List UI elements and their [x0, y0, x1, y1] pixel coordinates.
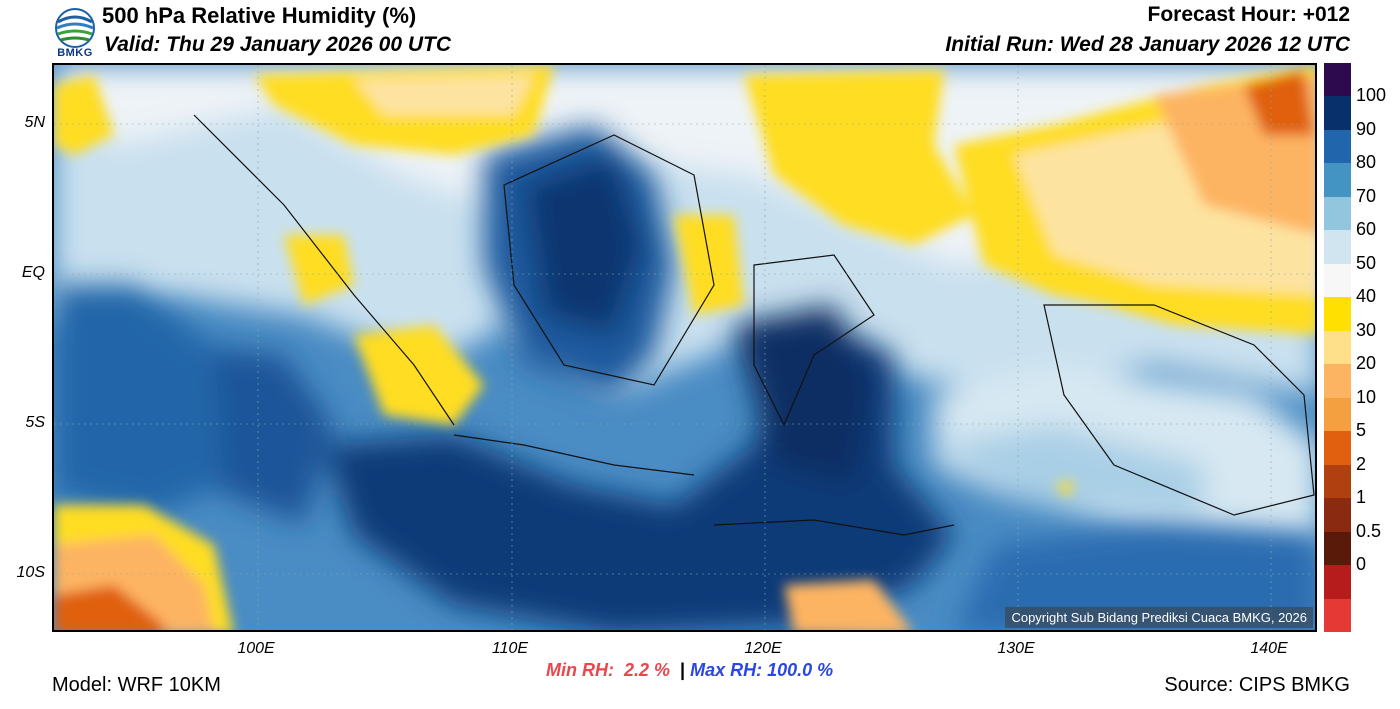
- colorbar-segment: [1324, 129, 1351, 164]
- colorbar-tick-label: 30: [1356, 319, 1377, 340]
- model-label: Model: WRF 10KM: [52, 674, 221, 696]
- colorbar-tick-label: 40: [1356, 286, 1377, 307]
- colorbar-segment: [1324, 63, 1351, 97]
- coast-sumatra: [193, 114, 455, 426]
- colorbar-tick-label: 80: [1356, 152, 1377, 173]
- coastlines: [193, 114, 1315, 536]
- colorbar-segment: [1324, 364, 1351, 399]
- colorbar-tick-label: 60: [1356, 219, 1377, 240]
- colorbar-segment: [1324, 397, 1351, 432]
- colorbar-tick-label: 70: [1356, 185, 1377, 206]
- field-moist-dark: [54, 125, 1315, 630]
- graticule: [54, 65, 1315, 630]
- colorbar-tick-label: 0.5: [1356, 520, 1382, 541]
- lat-label-5s: 5S: [25, 414, 45, 431]
- colorbar-segment: [1324, 431, 1351, 466]
- colorbar-tick-label: 2: [1356, 453, 1367, 474]
- initial-run: Initial Run: Wed 28 January 2026 12 UTC: [945, 33, 1350, 56]
- colorbar-tick-label: 50: [1356, 252, 1377, 273]
- colorbar-segment: [1324, 531, 1351, 566]
- humidity-map: Copyright Sub Bidang Prediksi Cuaca BMKG…: [52, 63, 1317, 632]
- min-rh-label: Min RH:: [546, 660, 614, 680]
- minmax-line: Min RH: 2.2 % | Max RH: 100.0 %: [546, 660, 833, 681]
- colorbar: [1324, 63, 1351, 633]
- logo-text: BMKG: [57, 47, 93, 59]
- lon-label-120e: 120E: [744, 640, 782, 657]
- source-label: Source: CIPS BMKG: [1164, 674, 1350, 696]
- lon-label-130e: 130E: [997, 640, 1035, 657]
- colorbar-tick-label: 0: [1356, 554, 1367, 575]
- coast-java: [453, 434, 695, 476]
- colorbar-tick-label: 10: [1356, 386, 1377, 407]
- field-dry: [54, 65, 1315, 630]
- coast-sulawesi: [753, 254, 875, 427]
- colorbar-segment: [1324, 464, 1351, 499]
- colorbar-tick-label: 20: [1356, 353, 1377, 374]
- lat-label-5n: 5N: [24, 114, 45, 131]
- lat-label-eq: EQ: [21, 264, 45, 281]
- coast-nusa-tenggara: [713, 519, 955, 536]
- valid-time: Valid: Thu 29 January 2026 00 UTC: [104, 33, 452, 56]
- lon-label-110e: 110E: [491, 640, 529, 657]
- lon-label-100e: 100E: [237, 640, 275, 657]
- copyright-notice: Copyright Sub Bidang Prediksi Cuaca BMKG…: [1005, 607, 1313, 628]
- lon-label-140e: 140E: [1250, 640, 1288, 657]
- humidity-field-svg: [54, 65, 1315, 630]
- colorbar-segment: [1324, 163, 1351, 198]
- coast-papua: [1043, 304, 1315, 516]
- max-rh-label: Max RH: 100.0 %: [690, 660, 834, 680]
- chart-title: 500 hPa Relative Humidity (%): [102, 3, 417, 28]
- colorbar-tick-label: 90: [1356, 118, 1377, 139]
- colorbar-segment: [1324, 498, 1351, 533]
- coast-borneo: [503, 134, 715, 386]
- lat-label-10s: 10S: [16, 564, 45, 581]
- min-rh-value: 2.2 %: [624, 660, 671, 680]
- minmax-separator: |: [680, 660, 686, 680]
- bmkg-logo-icon: [55, 8, 95, 48]
- colorbar-tick-label: 1: [1356, 487, 1367, 508]
- colorbar-segment: [1324, 96, 1351, 131]
- colorbar-segment: [1324, 598, 1351, 633]
- colorbar-segment: [1324, 297, 1351, 332]
- colorbar-tick-label: 5: [1356, 420, 1367, 441]
- colorbar-segment: [1324, 330, 1351, 365]
- colorbar-segment: [1324, 196, 1351, 231]
- colorbar-segment: [1324, 263, 1351, 298]
- colorbar-segment: [1324, 230, 1351, 265]
- forecast-hour: Forecast Hour: +012: [1147, 3, 1351, 26]
- colorbar-segment: [1324, 565, 1351, 600]
- colorbar-tick-label: 100: [1356, 85, 1387, 106]
